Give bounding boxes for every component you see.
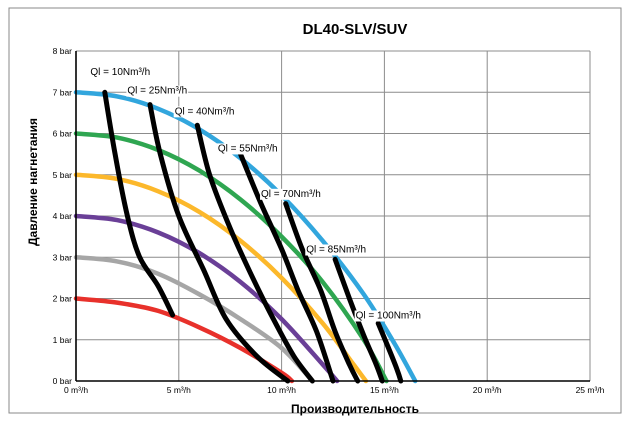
x-tick-label: 5 m³/h: [167, 385, 191, 395]
flow-curves: [102, 89, 404, 384]
flow-curve-label-bg: [216, 143, 279, 155]
flow-curve-label: Ql = 70Nm³/h: [260, 188, 322, 200]
flow-curve-label: Ql = 100Nm³/h: [354, 310, 422, 322]
y-tick-label: 8 bar: [53, 46, 73, 56]
flow-curve: [332, 256, 385, 384]
flow-curve-label: Ql = 85Nm³/h: [305, 244, 368, 256]
flow-curve: [102, 89, 176, 318]
tick-labels: 0 m³/h 5 m³/h 10 m³/h 15 m³/h 20 m³/h 25 m³/h…: [53, 46, 605, 395]
x-tick-label: 15 m³/h: [370, 385, 399, 395]
y-tick-label: 6 bar: [53, 129, 73, 139]
flow-curve-label-bg: [354, 310, 422, 322]
x-tick-label: 0 m³/h: [64, 385, 88, 395]
x-tick-label: 20 m³/h: [473, 385, 502, 395]
flow-curve: [375, 320, 404, 384]
flow-curve-label-bg: [173, 106, 236, 118]
flow-curve-label-text: Ql = 100Nm³/h: [356, 311, 421, 322]
y-tick-label: 2 bar: [53, 294, 73, 304]
y-tick-label: 4 bar: [53, 211, 73, 221]
x-axis-title: Производительность: [291, 402, 419, 416]
flow-curve-label-bg: [89, 67, 152, 79]
flow-curve-label: Ql = 40Nm³/h: [173, 106, 236, 118]
axes: [75, 51, 590, 382]
y-axis-title: Давление нагнетания: [26, 118, 40, 246]
pressure-curve: [73, 131, 389, 384]
flow-curve: [147, 102, 291, 384]
pressure-curve: [73, 296, 295, 384]
chart-title: DL40-SLV/SUV: [303, 21, 408, 38]
flow-curve-label-text: Ql = 40Nm³/h: [175, 106, 235, 117]
pressure-curve: [73, 255, 315, 384]
flow-curve-label-text: Ql = 10Nm³/h: [90, 67, 150, 78]
x-tick-label: 25 m³/h: [576, 385, 605, 395]
flow-curve: [283, 201, 361, 384]
y-tick-label: 5 bar: [53, 170, 73, 180]
flow-curve: [238, 151, 336, 384]
flow-curve-label-text: Ql = 85Nm³/h: [306, 245, 366, 256]
flow-curve-label-bg: [260, 188, 322, 200]
flow-curve-label-text: Ql = 55Nm³/h: [218, 143, 278, 154]
flow-curve: [194, 122, 315, 384]
flow-curve-label: Ql = 25Nm³/h: [126, 85, 189, 97]
y-tick-label: 1 bar: [53, 335, 73, 345]
flow-curve-label-text: Ql = 70Nm³/h: [261, 189, 321, 200]
flow-labels: Ql = 10Nm³/h Ql = 25Nm³/h Ql = 40Nm³/h Ql =…: [89, 67, 422, 322]
flow-curve-label: Ql = 55Nm³/h: [216, 143, 279, 155]
y-tick-label: 7 bar: [53, 87, 73, 97]
grid-layer: [76, 50, 591, 381]
y-tick-label: 3 bar: [53, 252, 73, 262]
flow-curve-label-text: Ql = 25Nm³/h: [127, 86, 187, 97]
flow-curve-label-bg: [126, 85, 189, 97]
flow-curve-label-bg: [305, 244, 368, 256]
flow-curve-label: Ql = 10Nm³/h: [89, 67, 152, 79]
y-tick-label: 0 bar: [53, 376, 73, 386]
pressure-curve: [73, 213, 340, 384]
x-tick-label: 10 m³/h: [267, 385, 296, 395]
